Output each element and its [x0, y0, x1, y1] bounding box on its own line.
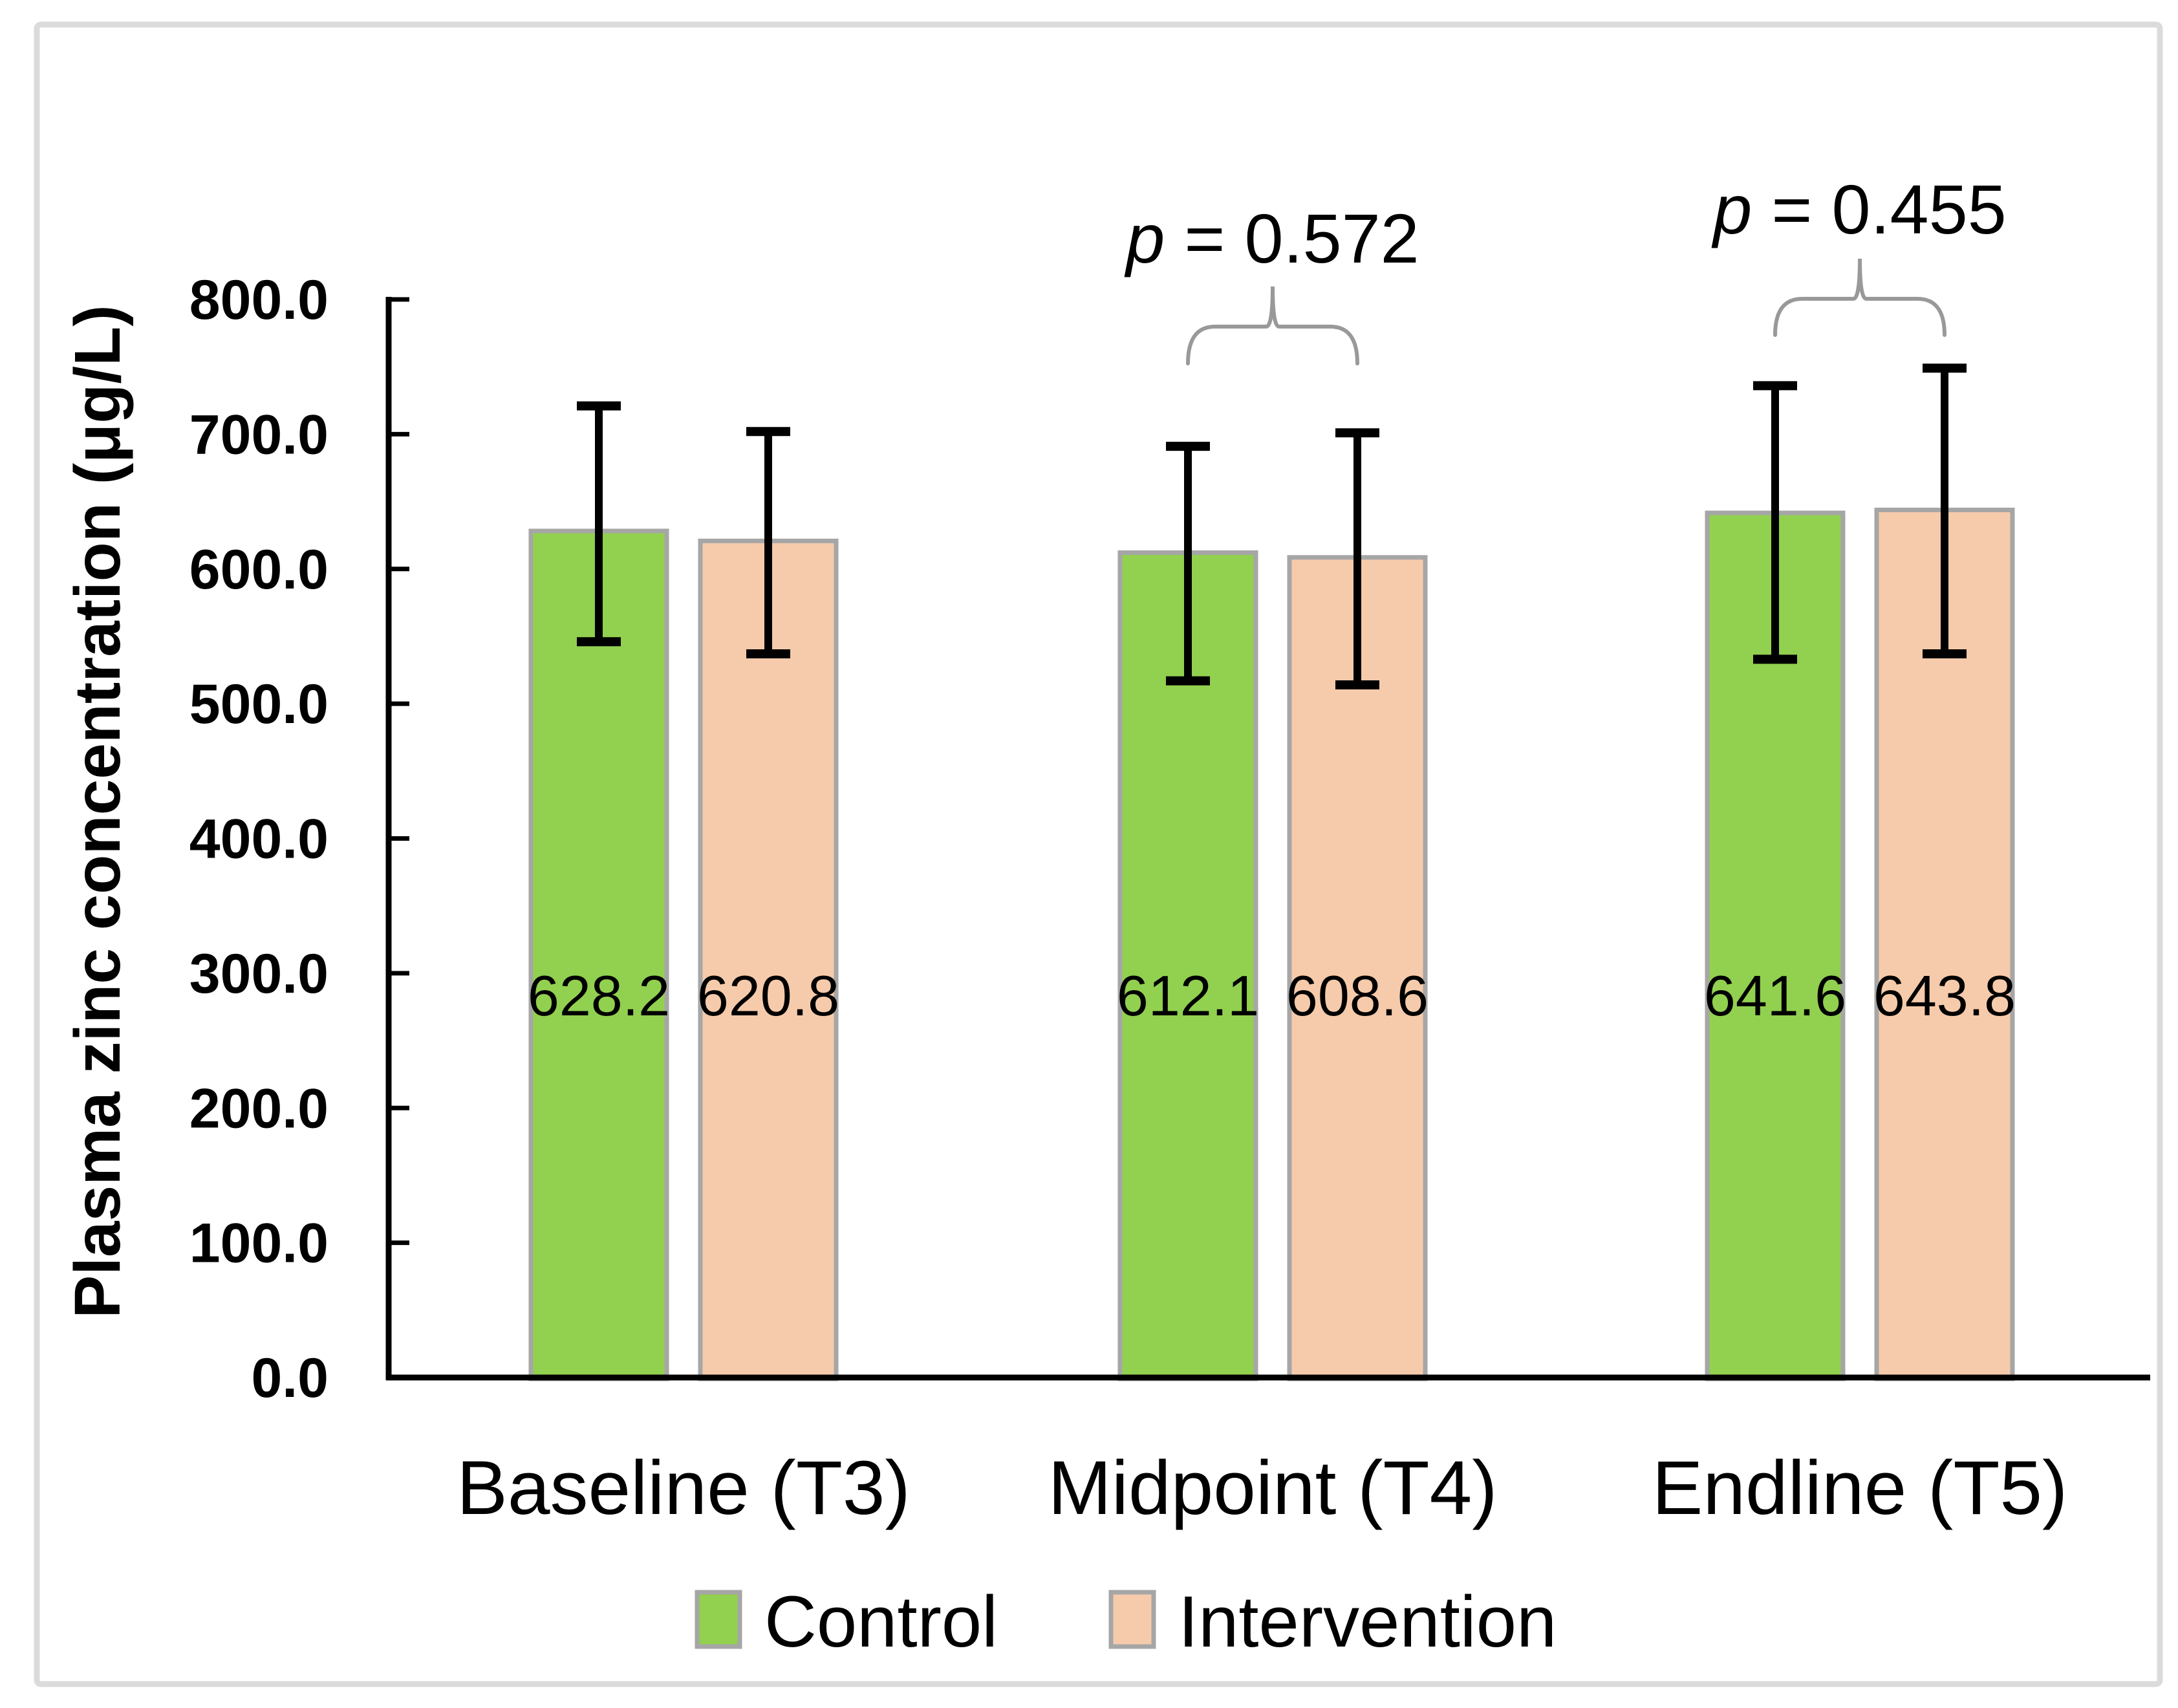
p-value-text-2: p = 0.455	[1711, 170, 2006, 248]
bar-value-label: 641.6	[1704, 964, 1846, 1028]
bar-control-1	[528, 528, 669, 1381]
p-value-annotations-group: p = 0.572 p = 0.455	[1124, 170, 2007, 365]
y-tick-label: 200.0	[189, 1077, 329, 1140]
x-category-label: Midpoint (T4)	[1048, 1445, 1497, 1531]
y-tick-label: 600.0	[189, 539, 329, 601]
legend-swatch-intervention	[1108, 1590, 1156, 1649]
brace-1	[1186, 286, 1359, 365]
legend-label-control: Control	[764, 1581, 998, 1662]
bar-value-label: 628.2	[528, 964, 670, 1028]
y-tick-label: 500.0	[189, 673, 329, 735]
legend: Control Intervention	[695, 1581, 1557, 1662]
y-tick-label: 300.0	[189, 943, 329, 1005]
y-tick-label: 700.0	[189, 404, 329, 466]
value-labels-group: 628.2 620.8 612.1 608.6 641.6 643.8	[528, 964, 2016, 1028]
y-tick-label: 400.0	[189, 808, 329, 870]
y-tick-labels-group: 800.0 700.0 600.0 500.0 400.0 300.0 200.0 100.0…	[189, 269, 329, 1409]
bar-value-label: 608.6	[1286, 964, 1429, 1028]
bar-value-label: 643.8	[1873, 964, 2016, 1028]
y-tick-label: 800.0	[189, 269, 329, 331]
bar-intervention-2	[1287, 555, 1428, 1381]
legend-label-intervention: Intervention	[1178, 1581, 1557, 1662]
x-category-label: Baseline (T3)	[457, 1445, 911, 1531]
bar-value-label: 620.8	[697, 964, 839, 1028]
y-tick-label: 0.0	[251, 1347, 329, 1409]
x-category-labels-group: Baseline (T3) Midpoint (T4) Endline (T5)	[457, 1445, 2067, 1531]
y-ticks-group	[389, 297, 409, 1380]
p-value-text-1: p = 0.572	[1124, 199, 1419, 277]
figure-frame-border	[34, 21, 2163, 1687]
error-bars-group	[577, 363, 1967, 689]
y-axis-title: Plasma zinc concentration (μg/L)	[61, 305, 134, 1319]
bar-value-label: 612.1	[1117, 964, 1259, 1028]
bars-group	[528, 507, 2015, 1381]
bar-intervention-1	[698, 538, 839, 1381]
legend-swatch-control	[695, 1590, 742, 1649]
brace-2	[1773, 258, 1946, 337]
x-category-label: Endline (T5)	[1652, 1445, 2068, 1531]
y-tick-label: 100.0	[189, 1213, 329, 1275]
